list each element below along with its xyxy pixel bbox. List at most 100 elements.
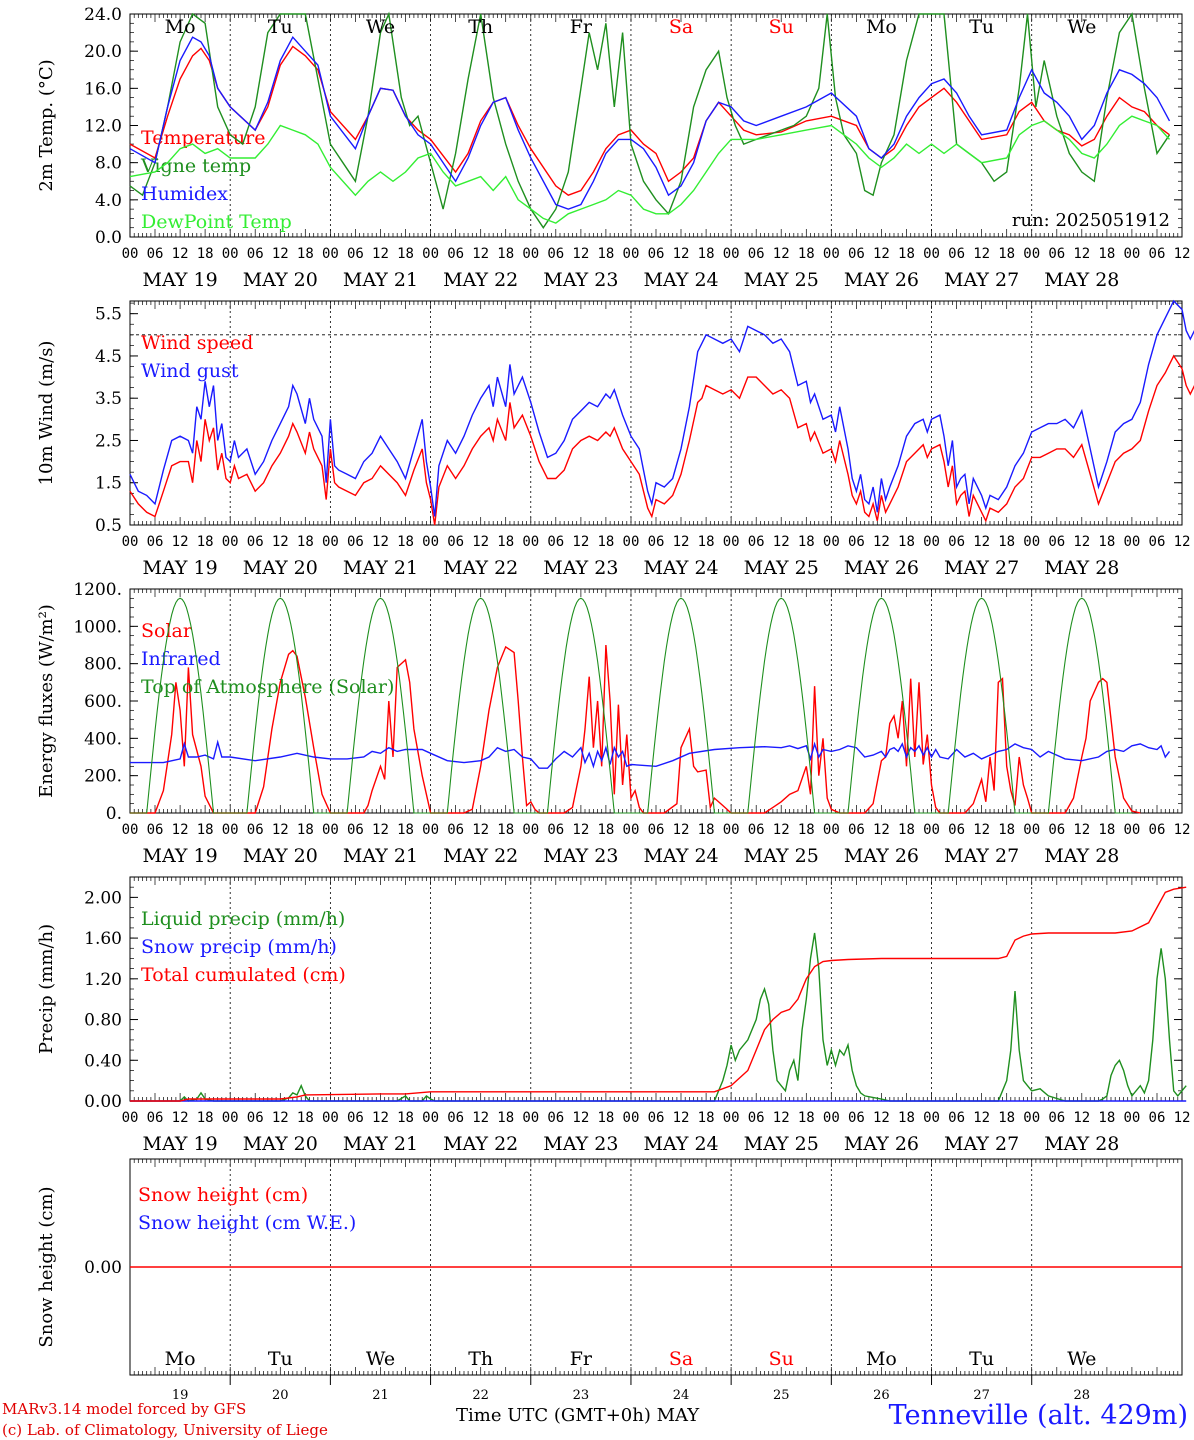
date-label: MAY 19 bbox=[143, 1133, 218, 1155]
hour-label: 12 bbox=[372, 534, 389, 550]
day-number: 20 bbox=[272, 1388, 289, 1403]
hour-label: 00 bbox=[522, 246, 539, 262]
hour-label: 06 bbox=[347, 534, 364, 550]
hour-label: 18 bbox=[1098, 246, 1115, 262]
hour-label: 12 bbox=[673, 534, 690, 550]
hour-label: 12 bbox=[973, 822, 990, 838]
hour-label: 18 bbox=[698, 534, 715, 550]
date-label: MAY 22 bbox=[443, 845, 518, 867]
date-label: MAY 24 bbox=[643, 557, 718, 579]
hour-label: 00 bbox=[222, 246, 239, 262]
y-tick-label: 400. bbox=[84, 729, 122, 749]
hour-label: 18 bbox=[397, 1110, 414, 1126]
hour-label: 00 bbox=[122, 822, 139, 838]
hour-label: 12 bbox=[372, 1110, 389, 1126]
hour-label: 18 bbox=[497, 1110, 514, 1126]
hour-label: 00 bbox=[522, 534, 539, 550]
hour-label: 18 bbox=[397, 246, 414, 262]
hour-label: 00 bbox=[1023, 822, 1040, 838]
date-label: MAY 26 bbox=[844, 845, 919, 867]
hour-label: 18 bbox=[898, 246, 915, 262]
hour-ticks bbox=[129, 589, 1183, 813]
day-number: 25 bbox=[773, 1388, 790, 1403]
hour-label: 00 bbox=[723, 246, 740, 262]
y-axis-title: Energy fluxes (W/m²) bbox=[36, 604, 57, 798]
hour-label: 06 bbox=[247, 534, 264, 550]
weekday-label: Tu bbox=[969, 1348, 994, 1370]
hour-label: 12 bbox=[172, 1110, 189, 1126]
hour-label: 00 bbox=[122, 1110, 139, 1126]
date-label: MAY 26 bbox=[844, 1133, 919, 1155]
hour-label: 12 bbox=[773, 822, 790, 838]
station-name: Tenneville (alt. 429m) bbox=[888, 1400, 1188, 1431]
hour-label: 06 bbox=[1149, 534, 1166, 550]
weekday-label: We bbox=[1067, 16, 1096, 38]
hour-label: 00 bbox=[422, 1110, 439, 1126]
date-label: MAY 25 bbox=[744, 845, 819, 867]
legend-entry: Vigne temp bbox=[140, 155, 251, 177]
hour-label: 18 bbox=[597, 822, 614, 838]
hour-label: 18 bbox=[898, 1110, 915, 1126]
hour-label: 06 bbox=[948, 1110, 965, 1126]
hour-label: 00 bbox=[422, 246, 439, 262]
hour-label: 12 bbox=[472, 1110, 489, 1126]
y-tick-label: 0. bbox=[106, 804, 122, 824]
date-label: MAY 23 bbox=[543, 557, 618, 579]
weekday-label: Tu bbox=[268, 1348, 293, 1370]
hour-label: 06 bbox=[547, 1110, 564, 1126]
day-number: 21 bbox=[372, 1388, 389, 1403]
y-tick-label: 12.0 bbox=[84, 117, 122, 137]
hour-label: 06 bbox=[648, 246, 665, 262]
series-line-temperature bbox=[129, 45, 1170, 196]
hour-label: 06 bbox=[347, 822, 364, 838]
hour-label: 18 bbox=[1098, 534, 1115, 550]
hour-label: 18 bbox=[597, 1110, 614, 1126]
hour-label: 18 bbox=[698, 822, 715, 838]
y-tick-label: 24.0 bbox=[84, 5, 122, 25]
hour-label: 18 bbox=[397, 534, 414, 550]
date-label: MAY 22 bbox=[443, 1133, 518, 1155]
lab-credit: (c) Lab. of Climatology, University of L… bbox=[2, 1421, 328, 1439]
hour-label: 12 bbox=[673, 822, 690, 838]
weekday-label: Su bbox=[769, 1348, 794, 1370]
hour-label: 12 bbox=[272, 246, 289, 262]
day-number: 27 bbox=[973, 1388, 990, 1403]
y-tick-label: 5.5 bbox=[95, 305, 122, 325]
hour-label: 06 bbox=[147, 822, 164, 838]
hour-label: 06 bbox=[547, 246, 564, 262]
time-axis-title: Time UTC (GMT+0h) MAY bbox=[456, 1405, 699, 1426]
hour-label: 00 bbox=[923, 534, 940, 550]
hour-label: 18 bbox=[497, 534, 514, 550]
legend-entry: Solar bbox=[141, 620, 193, 642]
series-line-vigne-temp bbox=[129, 11, 1171, 229]
y-tick-label: 0.80 bbox=[84, 1011, 122, 1031]
y-tick-label: 200. bbox=[84, 767, 122, 787]
hour-label: 06 bbox=[247, 822, 264, 838]
date-label: MAY 19 bbox=[143, 845, 218, 867]
weekday-label: Sa bbox=[669, 16, 693, 38]
hour-label: 18 bbox=[297, 246, 314, 262]
y-tick-label: 800. bbox=[84, 655, 122, 675]
hour-label: 12 bbox=[773, 1110, 790, 1126]
hour-label: 00 bbox=[823, 822, 840, 838]
date-label: MAY 20 bbox=[243, 845, 318, 867]
y-tick-label: 0.0 bbox=[95, 228, 122, 248]
date-label: MAY 25 bbox=[744, 269, 819, 291]
hour-label: 00 bbox=[122, 534, 139, 550]
series-line-infrared bbox=[130, 739, 1171, 769]
y-tick-label: 1200. bbox=[73, 580, 122, 600]
date-label: MAY 19 bbox=[143, 557, 218, 579]
weekday-label: Mo bbox=[165, 16, 196, 38]
panel-5: 0.00 Snow height (cm) Snow height (cm) Snow… bbox=[36, 1158, 1183, 1403]
hour-label: 06 bbox=[748, 1110, 765, 1126]
y-tick-label: 3.5 bbox=[95, 389, 122, 409]
model-credit: MARv3.14 model forced by GFS bbox=[2, 1400, 247, 1418]
hour-label: 00 bbox=[1023, 246, 1040, 262]
hour-label: 00 bbox=[1123, 246, 1140, 262]
hour-label: 00 bbox=[222, 822, 239, 838]
hour-label: 12 bbox=[673, 1110, 690, 1126]
hour-label: 06 bbox=[247, 246, 264, 262]
hour-label: 06 bbox=[447, 1110, 464, 1126]
date-label: MAY 26 bbox=[844, 269, 919, 291]
date-label: MAY 28 bbox=[1044, 845, 1119, 867]
